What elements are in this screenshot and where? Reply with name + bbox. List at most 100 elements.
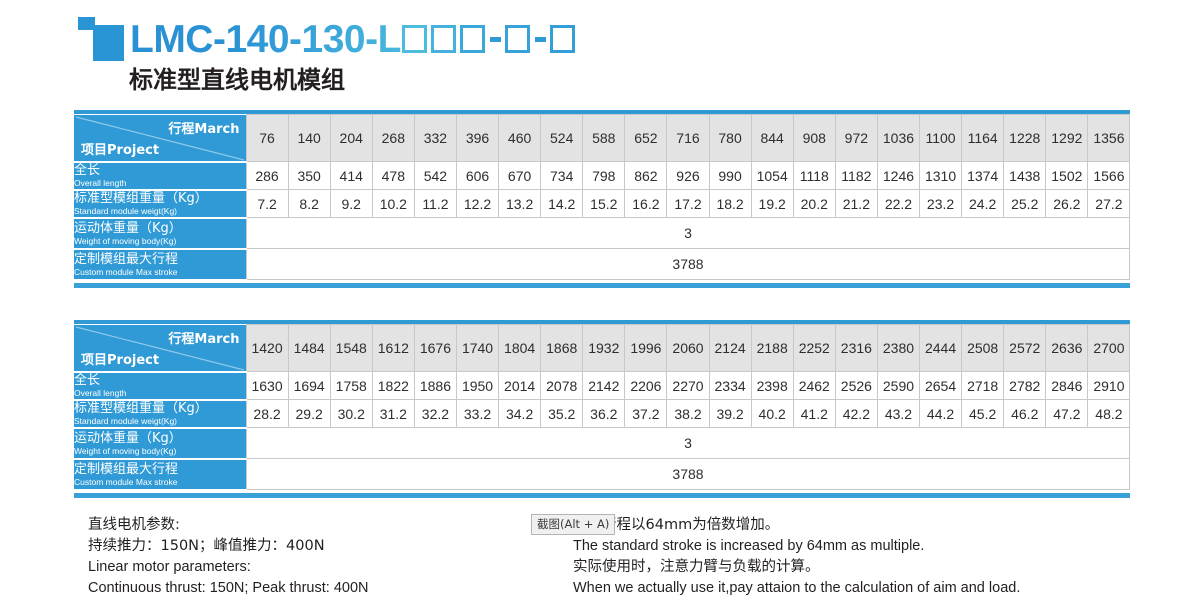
corner-march-label: 行程March <box>168 331 240 347</box>
overall-length-cell: 1950 <box>456 371 500 400</box>
stroke-value-cell: 1932 <box>582 324 626 372</box>
overall-length-cell: 414 <box>330 161 373 190</box>
module-weight-cell: 39.2 <box>709 399 752 428</box>
row-label-cn: 全长 <box>74 163 101 178</box>
overall-length-cell: 1694 <box>288 371 331 400</box>
table-row: 全长 Overall length 1630 1694 1758 1822 1886 19… <box>74 371 1131 401</box>
overall-length-cell: 2590 <box>877 371 921 400</box>
stroke-value-cell: 1292 <box>1045 114 1089 162</box>
row-label-cn: 运动体重量（Kg） <box>74 430 182 446</box>
table-row: 全长 Overall length 286 350 414 478 542 606 670 7… <box>74 161 1131 191</box>
stroke-value-cell: 2316 <box>835 324 878 372</box>
overall-length-cell: 1822 <box>372 371 415 400</box>
table-corner-header: 行程March 项目Project <box>74 114 246 163</box>
module-weight-cell: 29.2 <box>288 399 331 428</box>
overall-length-cell: 2718 <box>961 371 1005 400</box>
module-weight-cell: 44.2 <box>919 399 963 428</box>
table-row: 标准型模组重量（Kg） Standard module weigt(Kg) 28… <box>74 399 1131 429</box>
overall-length-cell: 2846 <box>1045 371 1089 400</box>
overall-length-cell: 990 <box>709 161 752 190</box>
stroke-value-cell: 908 <box>793 114 836 162</box>
spec-table-2: 行程March 项目Project 1420 1484 1548 1612 1676 17… <box>74 324 1131 491</box>
module-weight-cell: 38.2 <box>666 399 710 428</box>
note-line: When we actually use it,pay attaion to t… <box>573 580 1021 596</box>
overall-length-cell: 2526 <box>835 371 878 400</box>
module-weight-cell: 47.2 <box>1045 399 1089 428</box>
stroke-value-cell: 2060 <box>666 324 710 372</box>
overall-length-cell: 478 <box>372 161 415 190</box>
overall-length-cell: 1374 <box>961 161 1005 190</box>
module-weight-cell: 7.2 <box>245 189 289 218</box>
overall-length-cell: 1758 <box>330 371 373 400</box>
table-1-bottom-bar <box>74 283 1130 288</box>
table-row: 标准型模组重量（Kg） Standard module weigt(Kg) 7.… <box>74 189 1131 219</box>
stroke-value-cell: 2124 <box>709 324 752 372</box>
notes-right-column: 标准行程以64mm为倍数增加。 The standard stroke is i… <box>573 515 1020 599</box>
row-label-cn: 标准型模组重量（Kg） <box>74 191 208 206</box>
code-dash-2 <box>534 36 546 42</box>
code-placeholder-box-3 <box>459 25 485 53</box>
table-row: 定制模组最大行程 Custom module Max stroke 3788 <box>74 248 1131 281</box>
overall-length-cell: 2078 <box>540 371 584 400</box>
row-label-en: Overall length <box>74 388 127 398</box>
overall-length-cell: 2206 <box>624 371 668 400</box>
stroke-value-cell: 1484 <box>288 324 331 372</box>
table-row: 行程March 项目Project 76 140 204 268 332 396 460 52… <box>74 114 1131 163</box>
overall-length-cell: 542 <box>414 161 457 190</box>
overall-length-cell: 2782 <box>1003 371 1047 400</box>
overall-length-cell: 1630 <box>245 371 289 400</box>
table-1-top-bar <box>74 110 1130 114</box>
stroke-value-cell: 332 <box>414 114 457 162</box>
module-weight-cell: 30.2 <box>330 399 373 428</box>
overall-length-cell: 286 <box>245 161 289 190</box>
screenshot-tooltip: 截图(Alt + A) <box>531 514 616 535</box>
overall-length-cell: 606 <box>456 161 500 190</box>
brand-logo-icon <box>78 17 124 61</box>
overall-length-cell: 2270 <box>666 371 710 400</box>
note-line: Linear motor parameters: <box>88 559 251 575</box>
moving-body-weight-value: 3 <box>245 217 1131 249</box>
stroke-value-cell: 1868 <box>540 324 584 372</box>
code-dash-1 <box>489 36 501 42</box>
module-weight-cell: 12.2 <box>456 189 500 218</box>
stroke-value-cell: 1100 <box>919 114 963 162</box>
module-weight-cell: 37.2 <box>624 399 668 428</box>
module-weight-cell: 34.2 <box>498 399 542 428</box>
page-subtitle: 标准型直线电机模组 <box>129 66 345 94</box>
diagonal-divider-icon <box>74 115 246 161</box>
table-row: 运动体重量（Kg） Weight of moving body(Kg) 3 <box>74 427 1131 460</box>
module-weight-cell: 25.2 <box>1003 189 1047 218</box>
product-model-code: LMC-140-130-L <box>130 17 401 61</box>
row-label-max-stroke: 定制模组最大行程 Custom module Max stroke <box>74 458 246 491</box>
module-weight-cell: 15.2 <box>582 189 626 218</box>
stroke-value-cell: 2700 <box>1087 324 1131 372</box>
overall-length-cell: 1054 <box>751 161 794 190</box>
note-line: The standard stroke is increased by 64mm… <box>573 538 925 554</box>
overall-length-cell: 1310 <box>919 161 963 190</box>
overall-length-cell: 2334 <box>709 371 752 400</box>
module-weight-cell: 9.2 <box>330 189 373 218</box>
overall-length-cell: 1118 <box>793 161 836 190</box>
moving-body-weight-value: 3 <box>245 427 1131 459</box>
overall-length-cell: 350 <box>288 161 331 190</box>
note-line: 持续推力：150N；峰值推力：400N <box>88 538 325 554</box>
corner-march-label: 行程March <box>168 121 240 137</box>
table-row: 定制模组最大行程 Custom module Max stroke 3788 <box>74 458 1131 491</box>
overall-length-cell: 1246 <box>877 161 921 190</box>
stroke-value-cell: 268 <box>372 114 415 162</box>
module-weight-cell: 32.2 <box>414 399 457 428</box>
module-weight-cell: 28.2 <box>245 399 289 428</box>
row-label-en: Weight of moving body(Kg) <box>74 235 177 246</box>
overall-length-cell: 2142 <box>582 371 626 400</box>
module-weight-cell: 24.2 <box>961 189 1005 218</box>
stroke-value-cell: 204 <box>330 114 373 162</box>
module-weight-cell: 8.2 <box>288 189 331 218</box>
stroke-value-cell: 2444 <box>919 324 963 372</box>
stroke-value-cell: 524 <box>540 114 584 162</box>
overall-length-cell: 670 <box>498 161 542 190</box>
stroke-value-cell: 1420 <box>245 324 289 372</box>
row-label-max-stroke: 定制模组最大行程 Custom module Max stroke <box>74 248 246 281</box>
stroke-value-cell: 2636 <box>1045 324 1089 372</box>
code-placeholder-box-1 <box>401 25 427 53</box>
row-label-en: Custom module Max stroke <box>74 476 178 487</box>
